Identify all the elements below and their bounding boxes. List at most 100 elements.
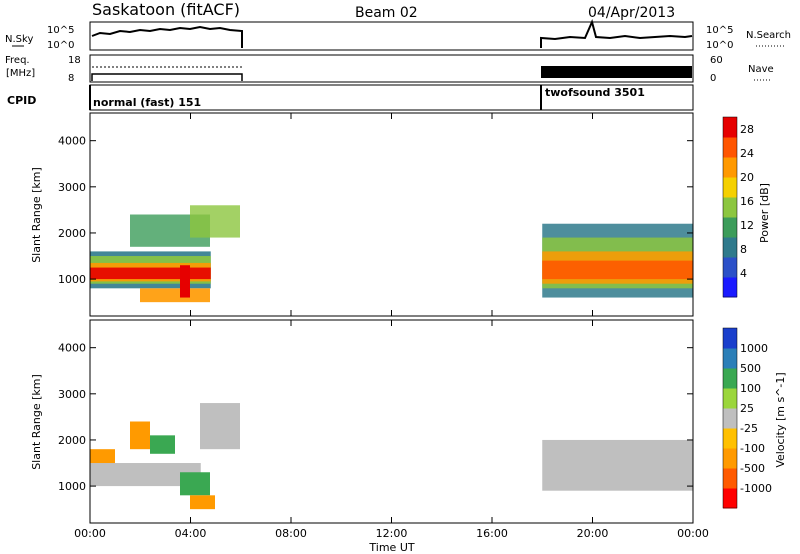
power-colorbar-label: Power [dB] xyxy=(758,183,771,243)
velocity-y-axis: 1000 2000 3000 4000 xyxy=(58,342,693,493)
velocity-colorbar-step xyxy=(723,448,737,469)
station-title: Saskatoon (fitACF) xyxy=(92,0,240,19)
velocity-band-left xyxy=(90,463,201,487)
nave-tick-bottom: 0 xyxy=(710,73,716,84)
freq-tick-top: 18 xyxy=(68,55,81,66)
nsearch-label: N.Search xyxy=(746,30,791,41)
power-colorbar-step xyxy=(723,117,737,138)
y-tick-label: 1000 xyxy=(58,273,86,286)
y-tick-label: 3000 xyxy=(58,181,86,194)
power-colorbar-tick: 8 xyxy=(740,243,747,256)
nsky-trace-left xyxy=(91,25,243,48)
velocity-colorbar-step xyxy=(723,428,737,449)
velocity-colorbar-tick: -1000 xyxy=(740,482,772,495)
y-tick-label: 2000 xyxy=(58,434,86,447)
velocity-colorbar-tick: 25 xyxy=(740,402,754,415)
velocity-colorbar-step xyxy=(723,408,737,429)
power-colorbar-step xyxy=(723,157,737,178)
y-tick-label: 4000 xyxy=(58,342,86,355)
power-colorbar-step xyxy=(723,177,737,198)
freq-label-top: Freq. xyxy=(5,55,30,66)
y-tick-label: 4000 xyxy=(58,135,86,148)
nave-block-right xyxy=(541,66,692,78)
power-colorbar-step xyxy=(723,257,737,278)
power-colorbar-step xyxy=(723,237,737,258)
x-tick-label: 12:00 xyxy=(376,527,408,540)
velocity-colorbar-step xyxy=(723,488,737,509)
x-tick-label: 00:00 xyxy=(677,527,709,540)
power-colorbar-step xyxy=(723,137,737,158)
velocity-green-left2 xyxy=(180,472,210,496)
power-spike xyxy=(180,265,190,298)
velocity-ylabel: Slant Range [km] xyxy=(30,374,43,470)
power-colorbar-frame xyxy=(722,116,738,298)
velocity-colorbar-label: Velocity [m s^-1] xyxy=(774,372,787,467)
nave-label: Nave xyxy=(748,64,774,75)
velocity-colorbar-step xyxy=(723,388,737,409)
velocity-band-right xyxy=(542,439,693,491)
velocity-colorbar-step xyxy=(723,468,737,489)
power-colorbar-tick: 16 xyxy=(740,195,754,208)
velocity-colorbar: 1000 500 100 25 -25 -100 -500 -1000 xyxy=(722,327,772,509)
power-y-axis: 1000 2000 3000 4000 xyxy=(58,135,693,286)
power-blobs xyxy=(90,205,693,303)
power-colorbar-tick: 12 xyxy=(740,219,754,232)
velocity-colorbar-step xyxy=(723,348,737,369)
freq-tick-bottom: 8 xyxy=(68,73,74,84)
power-colorbar-tick: 28 xyxy=(740,123,754,136)
y-tick-label: 3000 xyxy=(58,388,86,401)
power-colorbar-step xyxy=(723,217,737,238)
y-tick-label: 2000 xyxy=(58,227,86,240)
velocity-colorbar-step xyxy=(723,368,737,389)
y-tick-label: 1000 xyxy=(58,480,86,493)
x-tick-label: 16:00 xyxy=(476,527,508,540)
freq-strip-frame xyxy=(89,54,694,83)
freq-label-bottom: [MHz] xyxy=(6,68,35,79)
nsky-label: N.Sky xyxy=(5,34,33,45)
power-band-left xyxy=(90,267,211,280)
nsearch-tick-bottom: 10^0 xyxy=(706,40,733,51)
x-tick-label: 04:00 xyxy=(175,527,207,540)
beam-title: Beam 02 xyxy=(355,5,418,21)
nsky-tick-bottom: 10^0 xyxy=(47,40,74,51)
x-tick-label: 20:00 xyxy=(577,527,609,540)
power-panel: 1000 2000 3000 4000 Slant Range [km] 4 8 12 16… xyxy=(30,112,771,317)
freq-trace-left xyxy=(91,73,243,81)
power-colorbar-tick: 24 xyxy=(740,147,754,160)
velocity-colorbar-tick: 500 xyxy=(740,362,761,375)
power-x-axis xyxy=(89,113,694,316)
velocity-colorbar-tick: -500 xyxy=(740,462,765,475)
cpid-mode-left: normal (fast) 151 xyxy=(93,96,201,109)
velocity-blobs xyxy=(90,403,693,510)
velocity-colorbar-tick: -25 xyxy=(740,422,758,435)
nsky-trace-right xyxy=(540,18,693,48)
velocity-colorbar-tick: -100 xyxy=(740,442,765,455)
velocity-panel: 1000 2000 3000 4000 00:00 04:00 08:00 12:00 16:… xyxy=(30,319,787,554)
velocity-colorbar-tick: 1000 xyxy=(740,342,768,355)
velocity-green-left xyxy=(150,435,175,454)
cpid-label: CPID xyxy=(7,94,36,107)
nsearch-tick-top: 10^5 xyxy=(706,25,733,36)
nsky-strip-frame xyxy=(89,21,694,51)
velocity-colorbar-tick: 100 xyxy=(740,382,761,395)
power-colorbar-step xyxy=(723,197,737,218)
velocity-colorbar-step xyxy=(723,328,737,349)
power-upper-left2 xyxy=(190,205,240,238)
power-colorbar-tick: 20 xyxy=(740,171,754,184)
date-title: 04/Apr/2013 xyxy=(588,5,675,21)
velocity-colorbar-frame xyxy=(722,327,738,509)
x-tick-label: 00:00 xyxy=(74,527,106,540)
velocity-orange-left2 xyxy=(130,421,150,450)
cpid-mode-right: twofsound 3501 xyxy=(545,86,645,99)
power-colorbar-step xyxy=(723,277,737,298)
power-lower-left xyxy=(140,288,210,303)
nave-tick-top: 60 xyxy=(710,55,723,66)
power-band-right xyxy=(542,260,693,280)
velocity-upper-left xyxy=(200,403,240,450)
power-ylabel: Slant Range [km] xyxy=(30,167,43,263)
power-colorbar-tick: 4 xyxy=(740,267,747,280)
velocity-orange-left xyxy=(90,449,115,464)
velocity-x-axis: 00:00 04:00 08:00 12:00 16:00 20:00 00:00 xyxy=(74,320,709,540)
